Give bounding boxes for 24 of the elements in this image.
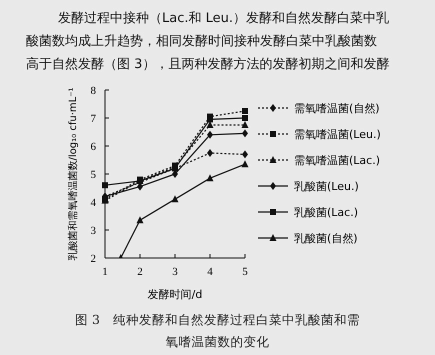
y-tick-label: 2 (90, 253, 96, 265)
y-tick-label: 6 (90, 141, 96, 153)
text: 发酵过程中接种（Lac.和 Leu.）发酵和自然发酵白菜中乳 (58, 11, 390, 26)
x-tick-label: 3 (172, 266, 178, 278)
x-tick-label: 1 (102, 266, 108, 278)
legend-label: 需氧嗜温菌(自然) (294, 102, 380, 115)
y-tick-label: 4 (90, 197, 96, 209)
text: 高于自然发酵（图 3），且两种发酵方法的发酵初期之间和发酵 (26, 56, 390, 72)
x-axis-title: 发酵时间/d (148, 288, 202, 301)
x-tick-label: 5 (242, 266, 248, 278)
text: 图 3 纯种发酵和自然发酵过程白菜中乳酸菌和需氧嗜温菌数的变化 (74, 311, 361, 351)
x-tick-label: 2 (137, 266, 143, 278)
legend-label: 乳酸菌(Leu.) (294, 180, 359, 193)
legend-label: 乳酸菌(自然) (294, 232, 358, 245)
legend-label: 乳酸菌(Lac.) (294, 206, 358, 219)
y-axis-title: 乳酸菌和需氧嗜温菌数/log₁₀ cfu·mL⁻¹ (67, 88, 79, 260)
legend-label: 需氧嗜温菌(Leu.) (294, 128, 381, 141)
y-tick-label: 3 (90, 225, 96, 237)
x-tick-label: 4 (207, 266, 214, 278)
text: 酸菌数均成上升趋势，相同发酵时间接种发酵白菜中乳酸菌数 (26, 34, 377, 49)
legend-label: 需氧嗜温菌(Lac.) (294, 154, 380, 167)
y-tick-label: 5 (90, 169, 96, 181)
y-tick-label: 7 (90, 113, 96, 125)
y-tick-label: 8 (90, 85, 96, 97)
